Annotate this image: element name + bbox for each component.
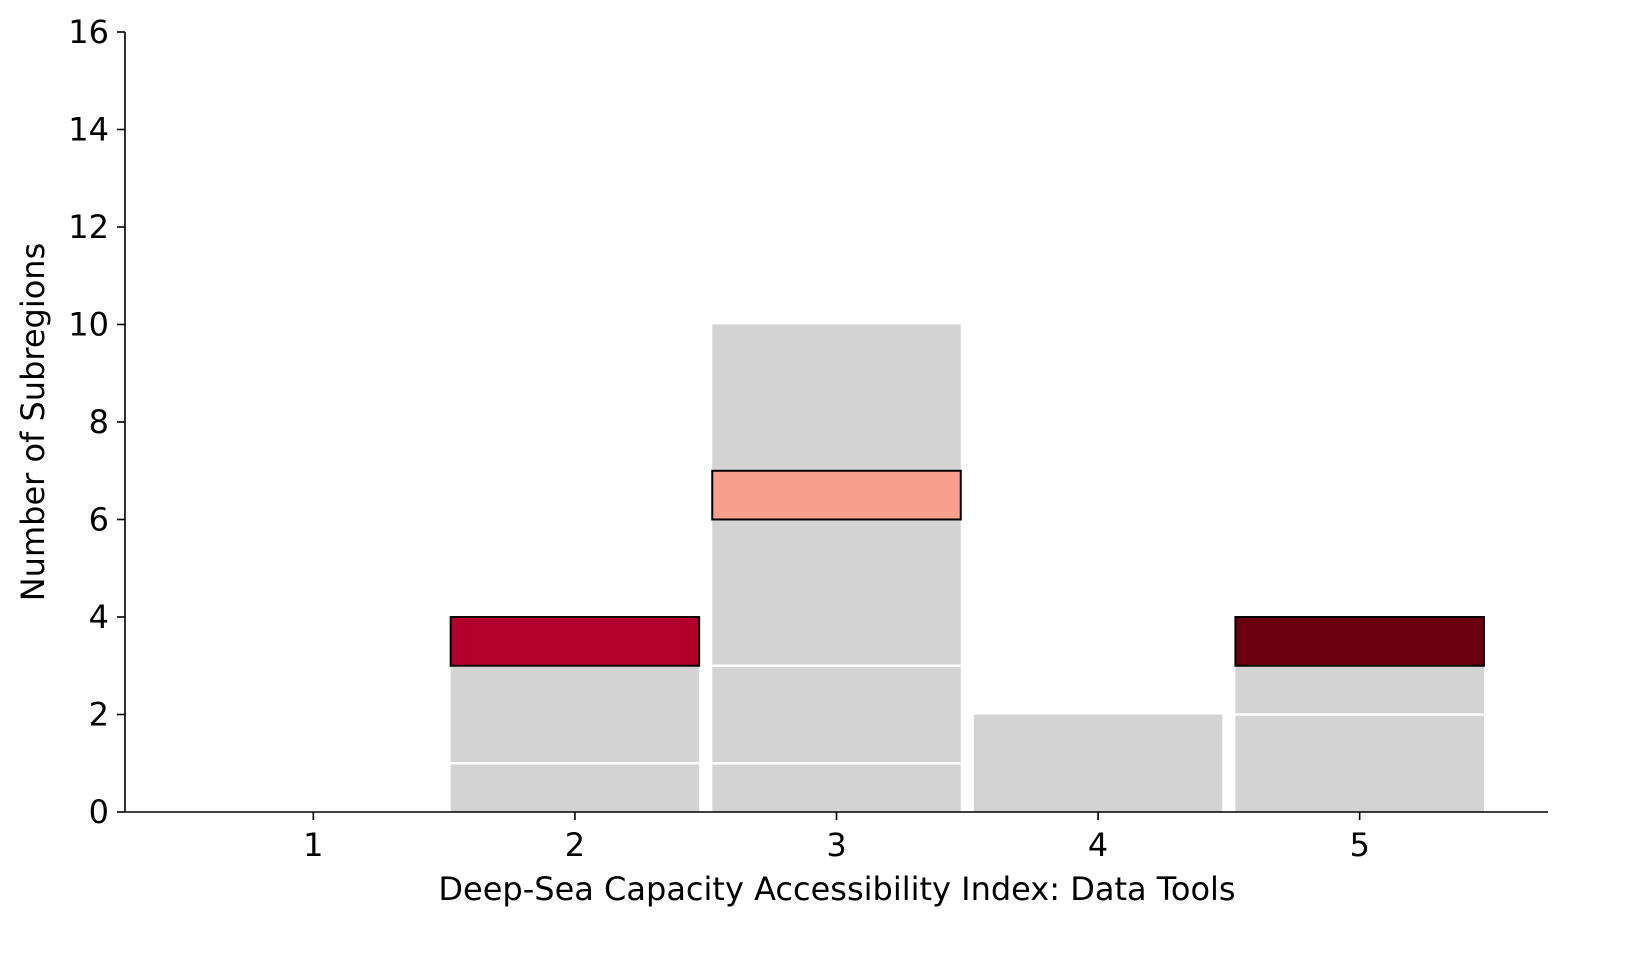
highlight-box-3 [711, 469, 962, 521]
y-tick-label: 0 [89, 793, 109, 831]
x-axis-title: Deep-Sea Capacity Accessibility Index: D… [438, 870, 1235, 908]
bar-3 [712, 324, 961, 812]
y-tick-label: 12 [68, 208, 109, 246]
x-tick-label: 2 [565, 826, 585, 864]
y-tick-label: 16 [68, 13, 109, 51]
x-tick-label: 4 [1088, 826, 1108, 864]
y-axis-title: Number of Subregions [14, 243, 52, 602]
x-tick-label: 5 [1349, 826, 1369, 864]
bars-layer [450, 324, 1484, 812]
y-tick-label: 8 [89, 403, 109, 441]
highlight-layer [449, 469, 1485, 667]
y-ticks: 0 2 4 6 8 10 12 14 16 [68, 13, 125, 831]
y-tick-label: 2 [89, 696, 109, 734]
bar-4 [973, 714, 1223, 812]
x-tick-label: 3 [826, 826, 846, 864]
x-ticks: 1 2 3 4 5 [303, 812, 1370, 864]
x-tick-label: 1 [303, 826, 323, 864]
y-tick-label: 6 [89, 501, 109, 539]
y-tick-label: 14 [68, 111, 109, 149]
y-tick-label: 4 [89, 598, 109, 636]
highlight-box-2 [449, 616, 701, 667]
y-tick-label: 10 [68, 306, 109, 344]
highlight-box-5 [1234, 616, 1485, 667]
